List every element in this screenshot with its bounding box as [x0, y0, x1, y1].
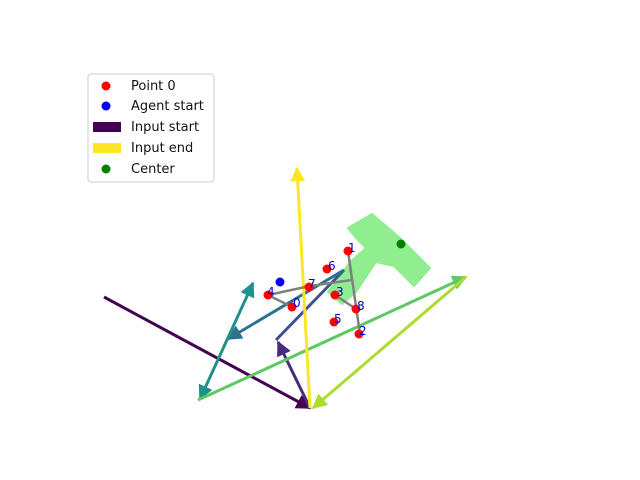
legend-box — [87, 73, 215, 183]
input-arrow — [276, 340, 312, 409]
point-label: 2 — [359, 324, 367, 338]
point-marker — [330, 290, 340, 300]
input-arrows — [103, 166, 468, 410]
red-dot-icon — [101, 81, 111, 91]
point-marker — [263, 290, 273, 300]
center-marker — [396, 239, 406, 249]
point-label: 5 — [334, 312, 342, 326]
point-label: 3 — [336, 285, 344, 299]
point-label: 6 — [328, 259, 336, 273]
point-marker — [351, 304, 361, 314]
point-label: 8 — [357, 299, 365, 313]
input-arrow — [103, 295, 312, 410]
point-label: 1 — [348, 241, 356, 255]
input-arrow — [198, 281, 255, 401]
green-dot-icon — [101, 164, 111, 174]
point-label: 0 — [293, 296, 301, 310]
legend-entry-point: Point 0 — [101, 79, 176, 94]
legend-label: Agent start — [131, 99, 204, 114]
agent-start-marker — [275, 277, 285, 287]
legend-label: Input end — [131, 141, 193, 156]
blue-dot-icon — [101, 101, 111, 111]
legend-entry-input-end: Input end — [93, 141, 193, 156]
yellow-bar-icon — [93, 143, 121, 153]
point-marker — [343, 246, 353, 256]
purple-bar-icon — [93, 122, 121, 132]
point-marker — [287, 302, 297, 312]
point-label: 7 — [308, 277, 316, 291]
legend-entry-center: Center — [101, 162, 175, 177]
points-layer: 0 1 2 3 4 5 6 7 8 — [263, 241, 367, 339]
legend-entry-input-start: Input start — [93, 120, 199, 135]
input-arrow — [197, 275, 468, 402]
input-arrow — [311, 275, 467, 410]
legend: Point 0 Agent start Input start Input en… — [87, 73, 215, 183]
point-label: 4 — [267, 285, 275, 299]
point-marker — [322, 264, 332, 274]
point-marker — [304, 282, 314, 292]
legend-label: Center — [131, 162, 175, 177]
legend-label: Input start — [131, 120, 199, 135]
legend-label: Point 0 — [131, 79, 176, 94]
point-marker — [329, 317, 339, 327]
point-marker — [354, 329, 364, 339]
legend-entry-agent-start: Agent start — [101, 99, 204, 114]
